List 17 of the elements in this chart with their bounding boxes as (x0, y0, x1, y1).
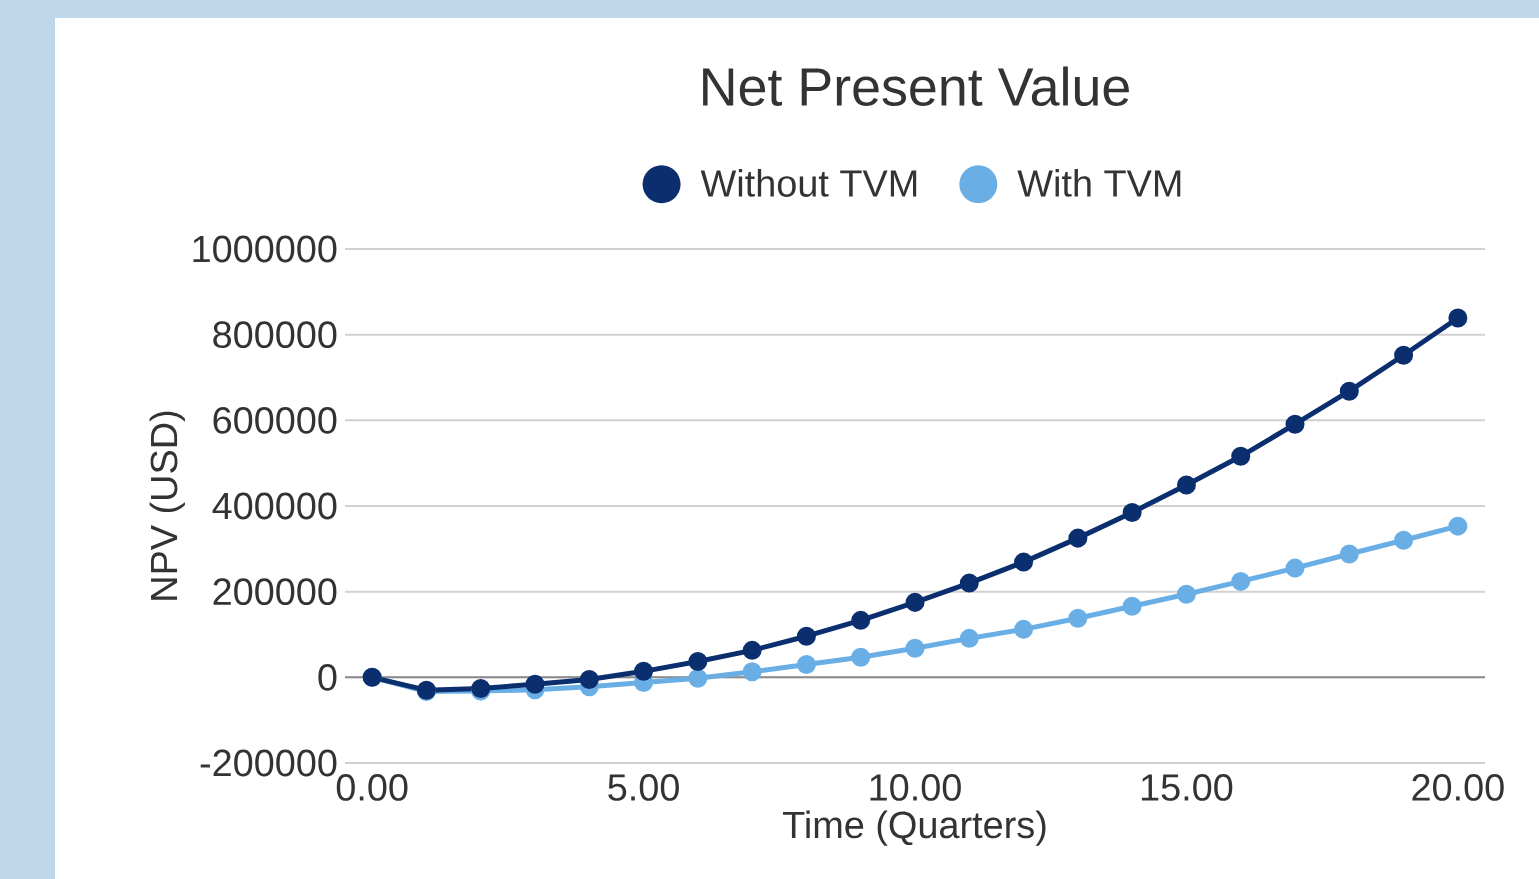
y-tick-label: 400000 (212, 492, 337, 520)
y-tick-label: 0 (318, 663, 337, 691)
y-tick-label: -200000 (200, 749, 337, 777)
y-tick-label: 1000000 (193, 235, 337, 263)
x-tick-label: 15.00 (1141, 774, 1233, 801)
x-tick-label: 5.00 (608, 774, 679, 801)
legend-label: With TVM (1017, 169, 1181, 197)
x-tick-label: 20.00 (1412, 774, 1504, 801)
x-axis-title: Time (Quarters) (782, 810, 1046, 846)
chart-title: Net Present Value (703, 66, 1129, 107)
y-tick-label: 600000 (213, 406, 337, 434)
y-axis-title: NPV (USD) (149, 411, 185, 600)
x-tick-label: 10.00 (870, 774, 961, 801)
y-tick-label: 200000 (213, 578, 337, 606)
legend-label: Without TVM (700, 169, 917, 197)
x-tick-label: 0.00 (336, 774, 408, 801)
y-tick-label: 800000 (213, 321, 337, 349)
